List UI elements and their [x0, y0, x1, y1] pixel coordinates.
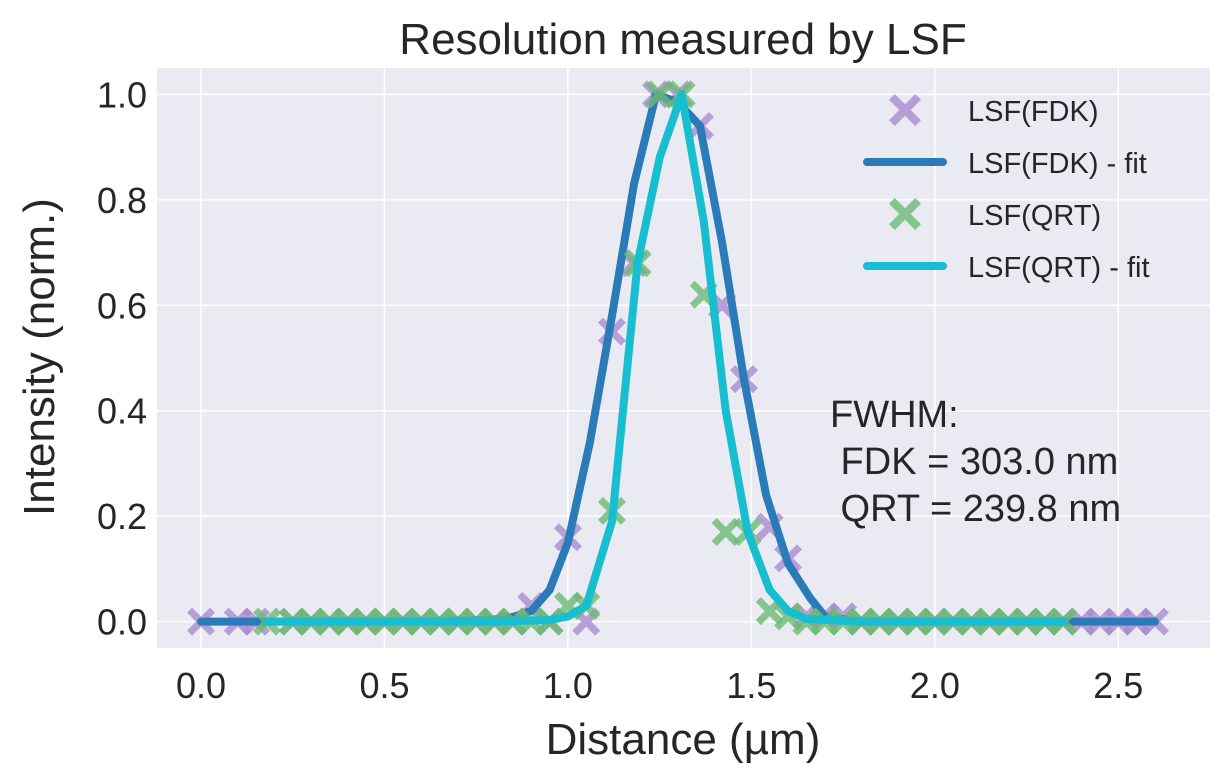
- annotation-line: FWHM:: [830, 394, 959, 436]
- legend-item: LSF(QRT) - fit: [863, 252, 1150, 284]
- annotation-line: FDK = 303.0 nm: [830, 441, 1118, 483]
- series-line: [263, 90, 1068, 626]
- annotation-line: QRT = 239.8 nm: [830, 488, 1121, 530]
- data-point: [774, 602, 803, 631]
- chart-title: Resolution measured by LSF: [399, 15, 966, 64]
- y-tick-label: 0.8: [97, 180, 147, 221]
- legend-marker: [889, 198, 921, 230]
- legend: LSF(FDK) LSF(FDK) - fit LSF(QRT) LSF(QRT) -…: [863, 94, 1150, 284]
- fwhm-annotation: FWHM: FDK = 303.0 nm QRT = 239.8 nm: [830, 394, 1121, 530]
- legend-label: LSF(QRT) - fit: [968, 252, 1150, 284]
- x-tick-label: 1.5: [726, 665, 776, 706]
- x-tick-label: 1.0: [543, 665, 593, 706]
- y-tick-label: 0.6: [97, 285, 147, 326]
- y-tick-label: 0.4: [97, 391, 147, 432]
- y-tick-label: 0.0: [97, 602, 147, 643]
- x-axis-ticks: 0.0 0.5 1.0 1.5 2.0 2.5: [176, 665, 1143, 706]
- y-axis-ticks: 0.0 0.2 0.4 0.6 0.8 1.0: [97, 74, 147, 642]
- legend-marker: [889, 94, 921, 126]
- y-tick-label: 0.2: [97, 496, 147, 537]
- legend-item: LSF(FDK): [889, 94, 1099, 128]
- x-tick-label: 2.5: [1093, 665, 1143, 706]
- legend-item: LSF(FDK) - fit: [863, 148, 1147, 180]
- x-tick-label: 0.0: [176, 665, 226, 706]
- y-axis-label: Intensity (norm.): [15, 198, 64, 516]
- x-axis-label: Distance (µm): [546, 715, 821, 764]
- x-tick-label: 0.5: [359, 665, 409, 706]
- legend-label: LSF(FDK): [968, 96, 1099, 128]
- y-tick-label: 1.0: [97, 74, 147, 115]
- legend-label: LSF(FDK) - fit: [968, 148, 1147, 180]
- legend-item: LSF(QRT): [889, 198, 1101, 232]
- legend-label: LSF(QRT): [968, 200, 1101, 232]
- series-layer: [187, 80, 1169, 636]
- x-tick-label: 2.0: [910, 665, 960, 706]
- data-point: [711, 518, 740, 546]
- plot-area: [157, 68, 1210, 648]
- series-3: [263, 90, 1068, 626]
- data-point: [645, 80, 674, 109]
